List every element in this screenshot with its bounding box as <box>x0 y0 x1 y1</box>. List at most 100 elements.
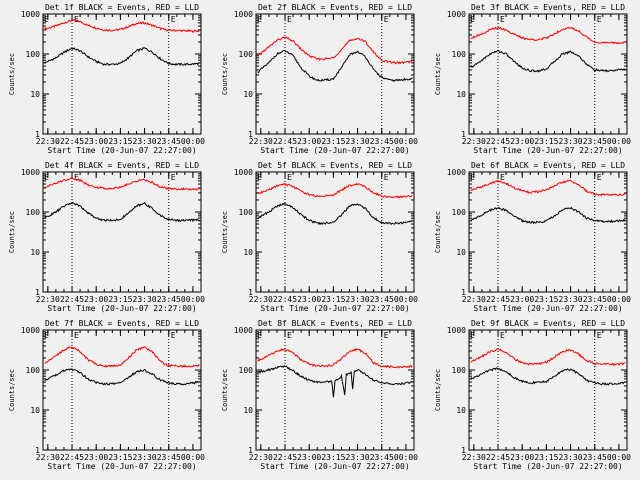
y-tick-label: 1 <box>35 130 40 139</box>
event-marker-label: E <box>384 331 389 340</box>
x-tick-label: 23:45 <box>157 453 181 462</box>
y-tick-label: 10 <box>456 90 466 99</box>
event-marker-label: E <box>500 331 505 340</box>
chart-title: Det 5f BLACK = Events, RED = LLD <box>258 161 412 170</box>
event-marker-label: E <box>44 173 49 182</box>
event-marker-label: E <box>287 173 292 182</box>
x-tick-label: 23:00 <box>84 453 108 462</box>
x-tick-label: 23:00 <box>297 295 321 304</box>
chart-title: Det 9f BLACK = Events, RED = LLD <box>471 319 625 328</box>
y-axis-label: Counts/sec <box>221 53 229 95</box>
x-tick-label: 22:30 <box>36 137 60 146</box>
y-axis-label: Counts/sec <box>434 53 442 95</box>
y-tick-label: 100 <box>239 366 254 375</box>
x-tick-label: 22:45 <box>273 295 297 304</box>
chart-title: Det 8f BLACK = Events, RED = LLD <box>258 319 412 328</box>
x-axis-label: Start Time (20-Jun-07 22:27:00) <box>260 146 409 155</box>
y-tick-label: 10 <box>243 248 253 257</box>
x-tick-label: 23:15 <box>534 137 558 146</box>
chart-title: Det 6f BLACK = Events, RED = LLD <box>471 161 625 170</box>
chart-title: Det 4f BLACK = Events, RED = LLD <box>45 161 199 170</box>
lld-rate-line <box>257 182 413 199</box>
x-tick-label: 23:30 <box>559 453 583 462</box>
event-marker-label: E <box>171 173 176 182</box>
y-tick-label: 100 <box>26 50 41 59</box>
x-tick-label: 23:30 <box>346 295 370 304</box>
y-tick-label: 10 <box>243 406 253 415</box>
x-tick-label: 22:30 <box>462 295 486 304</box>
x-axis-label: Start Time (20-Jun-07 22:27:00) <box>47 462 196 471</box>
x-tick-label: 23:00 <box>297 453 321 462</box>
x-axis-label: Start Time (20-Jun-07 22:27:00) <box>47 146 196 155</box>
y-axis-label: Counts/sec <box>8 211 16 253</box>
lld-rate-line <box>257 36 413 65</box>
x-tick-label: 22:30 <box>462 453 486 462</box>
event-rate-line <box>470 206 626 225</box>
x-tick-label: 00:00 <box>394 453 418 462</box>
x-axis-label: Start Time (20-Jun-07 22:27:00) <box>47 304 196 313</box>
x-tick-label: 23:45 <box>370 453 394 462</box>
x-tick-label: 00:00 <box>181 453 205 462</box>
y-tick-label: 10 <box>30 406 40 415</box>
lld-rate-line <box>470 26 626 45</box>
event-marker-label: E <box>287 15 292 24</box>
x-tick-label: 23:45 <box>157 295 181 304</box>
x-tick-label: 23:30 <box>559 295 583 304</box>
x-tick-label: 22:45 <box>273 453 297 462</box>
lld-rate-line <box>44 346 200 369</box>
x-tick-label: 22:45 <box>60 453 84 462</box>
y-tick-label: 1 <box>461 130 466 139</box>
plot-frame <box>468 329 628 451</box>
y-axis-label: Counts/sec <box>221 211 229 253</box>
x-tick-label: 23:15 <box>534 453 558 462</box>
x-tick-label: 22:45 <box>486 137 510 146</box>
y-tick-label: 1000 <box>234 168 253 177</box>
y-axis-label: Counts/sec <box>221 369 229 411</box>
plot-frame <box>42 329 202 451</box>
event-marker-label: E <box>171 15 176 24</box>
y-tick-label: 10 <box>30 90 40 99</box>
x-tick-label: 23:30 <box>133 295 157 304</box>
y-tick-label: 1000 <box>447 10 466 19</box>
x-tick-label: 23:30 <box>133 137 157 146</box>
event-marker-label: E <box>44 331 49 340</box>
event-rate-line <box>257 49 413 82</box>
y-tick-label: 1000 <box>447 168 466 177</box>
event-marker-label: E <box>384 173 389 182</box>
y-tick-label: 1000 <box>234 10 253 19</box>
x-tick-label: 23:45 <box>370 295 394 304</box>
chart-title: Det 1f BLACK = Events, RED = LLD <box>45 3 199 12</box>
x-tick-label: 23:00 <box>84 295 108 304</box>
y-tick-label: 10 <box>30 248 40 257</box>
chart-panel-2: Det 2f BLACK = Events, RED = LLD Counts/s… <box>221 3 418 155</box>
lld-rate-line <box>44 19 200 33</box>
y-tick-label: 100 <box>26 208 41 217</box>
y-tick-label: 1 <box>35 446 40 455</box>
x-axis-label: Start Time (20-Jun-07 22:27:00) <box>260 304 409 313</box>
plot-frame <box>468 13 628 135</box>
y-tick-label: 100 <box>239 50 254 59</box>
lld-rate-line <box>470 179 626 197</box>
event-marker-label: E <box>171 331 176 340</box>
event-rate-line <box>44 46 200 67</box>
y-tick-label: 10 <box>243 90 253 99</box>
y-tick-label: 1 <box>461 288 466 297</box>
x-tick-label: 23:15 <box>321 453 345 462</box>
y-tick-label: 1 <box>35 288 40 297</box>
event-marker-label: E <box>257 331 262 340</box>
x-tick-label: 00:00 <box>394 137 418 146</box>
y-tick-label: 1000 <box>447 326 466 335</box>
y-tick-label: 1 <box>248 446 253 455</box>
x-axis-label: Start Time (20-Jun-07 22:27:00) <box>260 462 409 471</box>
event-marker-label: E <box>470 173 475 182</box>
x-tick-label: 23:00 <box>510 137 534 146</box>
y-tick-label: 1 <box>461 446 466 455</box>
x-tick-label: 00:00 <box>607 453 631 462</box>
event-marker-label: E <box>597 331 602 340</box>
x-tick-label: 23:30 <box>133 453 157 462</box>
x-tick-label: 22:30 <box>249 453 273 462</box>
y-tick-label: 100 <box>26 366 41 375</box>
x-tick-label: 23:45 <box>370 137 394 146</box>
chart-panel-4: Det 4f BLACK = Events, RED = LLD Counts/s… <box>8 161 205 313</box>
y-tick-label: 10 <box>456 406 466 415</box>
